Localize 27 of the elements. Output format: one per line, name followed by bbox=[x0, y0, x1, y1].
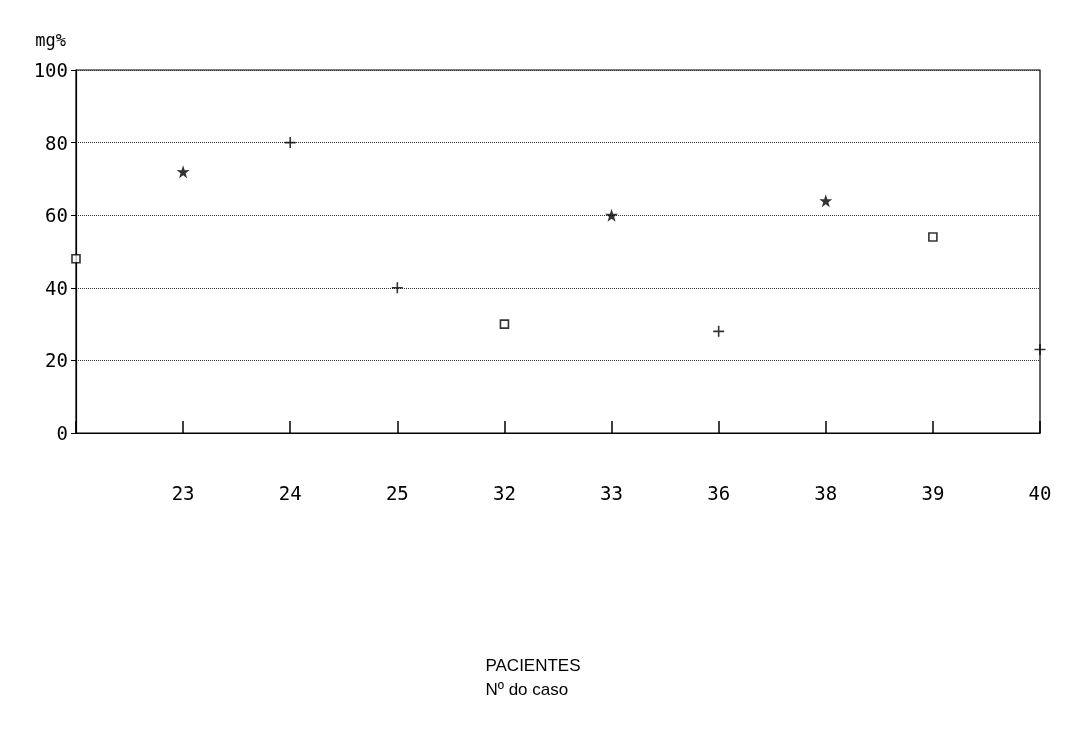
x-tick-label: 33 bbox=[600, 481, 623, 504]
y-tick-label: 100 bbox=[33, 59, 68, 81]
y-tick-label: 60 bbox=[45, 204, 68, 227]
y-tick-label: 0 bbox=[56, 422, 68, 444]
y-tick-label: 20 bbox=[45, 349, 68, 372]
x-tick-label: 38 bbox=[814, 481, 838, 504]
point bbox=[71, 253, 81, 264]
x-tick-label: 32 bbox=[493, 481, 516, 504]
y-tick-label: 80 bbox=[45, 131, 68, 154]
point bbox=[712, 325, 725, 338]
x-tick-label: 25 bbox=[385, 481, 409, 504]
point bbox=[928, 232, 938, 242]
point bbox=[283, 136, 297, 149]
y-tick-label: 40 bbox=[45, 276, 68, 299]
x-tick-label: 24 bbox=[278, 481, 302, 504]
x-tick-label: 40 bbox=[1028, 481, 1052, 504]
y-axis-title: mg% bbox=[35, 29, 66, 50]
x-tick-label: 23 bbox=[171, 481, 195, 504]
x-tick-label: 36 bbox=[707, 481, 731, 504]
point bbox=[819, 194, 833, 208]
x-tick-label: 39 bbox=[921, 481, 945, 504]
point bbox=[1033, 343, 1047, 356]
point bbox=[605, 208, 619, 222]
text: PACIENTES Nº do caso bbox=[485, 655, 581, 699]
point bbox=[499, 319, 510, 329]
point bbox=[391, 281, 404, 295]
point bbox=[176, 165, 190, 179]
